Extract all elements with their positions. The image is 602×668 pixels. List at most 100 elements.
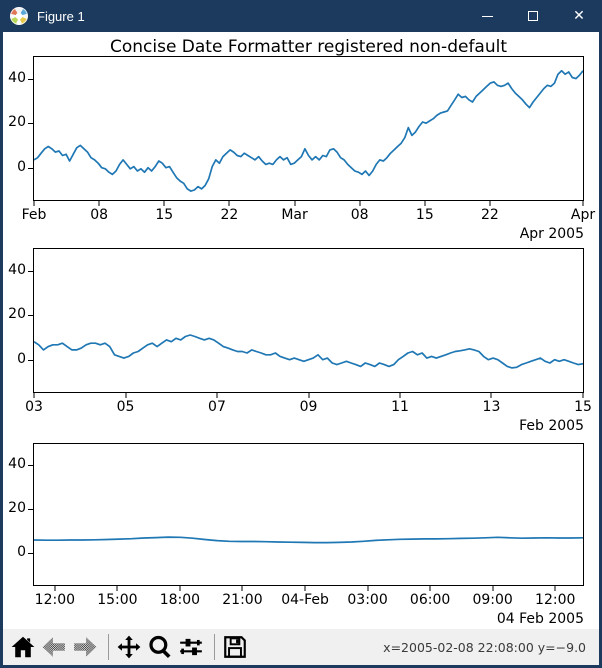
x-tick-label: 03: [25, 399, 43, 415]
home-button[interactable]: [9, 633, 37, 661]
x-tick-label: 08: [350, 207, 369, 223]
x-tick-mark: [489, 201, 491, 206]
title-bar[interactable]: Figure 1 ✕: [0, 0, 602, 32]
x-tick-label: 22: [481, 207, 499, 223]
back-button[interactable]: [40, 633, 68, 661]
x-axis-offset-label: 04 Feb 2005: [496, 611, 584, 627]
save-button[interactable]: [221, 633, 249, 661]
x-tick-label: 12:00: [535, 592, 576, 608]
maximize-button[interactable]: [510, 0, 556, 32]
x-tick-mark: [33, 201, 35, 206]
x-tick-mark: [216, 393, 218, 398]
y-tick-mark: [28, 509, 33, 511]
y-tick-label: 0: [17, 350, 26, 367]
figure-canvas: Concise Date Formatter registered non-de…: [3, 32, 599, 629]
zoom-button[interactable]: [146, 633, 174, 661]
x-tick-mark: [367, 586, 369, 591]
magnifier-icon: [149, 635, 171, 659]
save-floppy-icon: [224, 636, 246, 658]
minimize-button[interactable]: [464, 0, 510, 32]
x-tick-mark: [241, 586, 243, 591]
forward-arrow-icon: [74, 637, 97, 657]
x-tick-mark: [359, 201, 361, 206]
x-tick-mark: [116, 586, 118, 591]
subplot-1[interactable]: Apr 2005 0 20 40 Feb 08 15 22 Mar 08 15 22 Apr: [8, 56, 595, 242]
navigation-toolbar: x=2005-02-08 22:08:00 y=−9.0: [3, 629, 599, 665]
forward-button[interactable]: [71, 633, 99, 661]
x-tick-label: 08: [90, 207, 109, 223]
data-series-line: [34, 536, 583, 544]
y-tick-mark: [28, 78, 33, 80]
x-tick-label: 15: [574, 399, 592, 415]
pan-button[interactable]: [115, 633, 143, 661]
data-series-line: [34, 69, 583, 192]
x-tick-label: 12:00: [34, 592, 76, 608]
x-tick-mark: [424, 201, 426, 206]
x-tick-label: 11: [391, 399, 409, 415]
y-tick-mark: [28, 359, 33, 361]
y-tick-mark: [28, 270, 33, 272]
x-tick-label: Mar: [281, 207, 308, 223]
x-tick-label: 18:00: [159, 592, 201, 608]
x-tick-mark: [294, 201, 296, 206]
x-tick-label: 06:00: [409, 592, 451, 608]
plot-area: [34, 536, 583, 544]
x-tick-mark: [304, 586, 306, 591]
x-tick-mark: [490, 393, 492, 398]
x-tick-mark: [429, 586, 431, 591]
sliders-icon: [180, 638, 202, 656]
window-title: Figure 1: [37, 8, 85, 24]
x-tick-label: Apr: [570, 207, 596, 223]
subplot-2[interactable]: Feb 2005 0 20 40 03 05 07 09 11 13 15: [8, 248, 592, 434]
y-tick-label: 20: [8, 500, 26, 517]
y-tick-mark: [28, 123, 33, 125]
subplot-3[interactable]: 04 Feb 2005 0 20 40 12:00 15:00 18:00 21:00 04-…: [8, 443, 584, 627]
x-tick-label: 21:00: [222, 592, 263, 608]
x-tick-mark: [554, 586, 556, 591]
configure-subplots-button[interactable]: [177, 633, 205, 661]
y-tick-mark: [28, 553, 33, 555]
y-tick-label: 0: [17, 158, 26, 175]
maximize-icon: [528, 11, 538, 21]
x-tick-mark: [582, 201, 584, 206]
toolbar-separator: [108, 634, 109, 660]
x-tick-mark: [308, 393, 309, 398]
x-tick-mark: [98, 201, 100, 206]
y-tick-label: 0: [17, 544, 26, 561]
x-tick-label: 07: [208, 399, 226, 415]
x-axis-offset-label: Apr 2005: [519, 226, 584, 242]
x-tick-mark: [163, 201, 165, 206]
x-tick-mark: [54, 586, 56, 591]
x-tick-mark: [228, 201, 230, 206]
home-icon: [11, 636, 35, 658]
y-tick-label: 20: [8, 114, 26, 131]
x-tick-label: 04-Feb: [281, 592, 329, 608]
window-controls: ✕: [464, 0, 602, 32]
y-tick-label: 40: [8, 69, 26, 86]
back-arrow-icon: [42, 637, 65, 657]
y-tick-label: 20: [8, 306, 26, 323]
plot-area: [34, 334, 583, 369]
x-tick-label: 22: [220, 207, 239, 223]
plot-area: [34, 69, 583, 192]
y-tick-mark: [28, 465, 33, 467]
minimize-icon: [481, 15, 493, 17]
x-tick-label: 15: [415, 207, 434, 223]
x-tick-label: Feb: [21, 207, 47, 223]
x-tick-label: 13: [482, 399, 501, 415]
y-tick-mark: [28, 167, 33, 169]
x-tick-label: 15: [155, 207, 174, 223]
toolbar-separator: [214, 634, 215, 660]
y-tick-mark: [28, 315, 33, 317]
x-tick-label: 09: [299, 399, 318, 415]
x-tick-mark: [125, 393, 127, 398]
x-tick-mark: [492, 586, 494, 591]
x-tick-mark: [179, 586, 181, 591]
close-button[interactable]: ✕: [556, 0, 602, 32]
y-tick-label: 40: [8, 261, 26, 278]
x-tick-label: 03:00: [347, 592, 388, 608]
x-tick-mark: [582, 393, 584, 398]
pan-icon: [117, 635, 141, 659]
x-axis-offset-label: Feb 2005: [519, 418, 584, 434]
